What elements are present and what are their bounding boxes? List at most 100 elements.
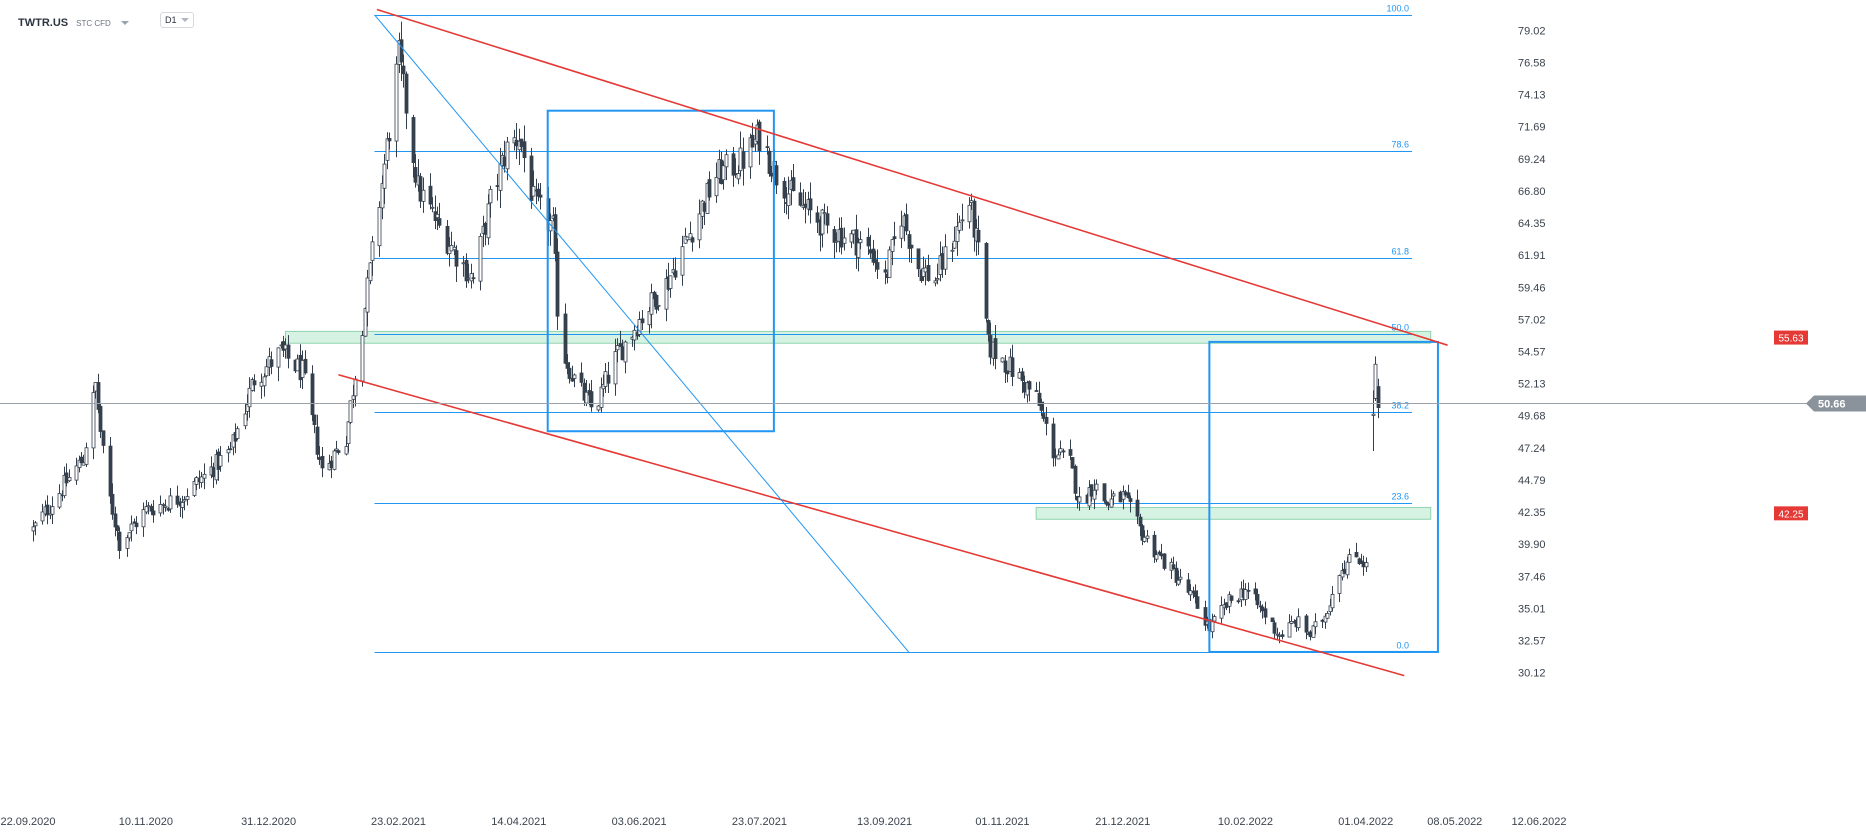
candle-body [1106,503,1111,506]
trendlines[interactable] [338,8,1448,677]
candle-body [269,359,274,367]
candle-body [1263,608,1268,618]
candle-body [724,154,729,168]
candle [163,499,168,512]
candle [976,215,981,256]
candle-body [1354,552,1359,558]
candle-body [680,246,685,276]
candle-body [348,400,353,423]
candle-body [1102,483,1107,502]
range-rectangles[interactable] [546,109,1439,653]
candle-body [346,421,351,445]
candle-body [1005,370,1010,375]
fib-level-label: 38.2 [1391,401,1409,411]
candle-body [1212,616,1217,622]
candle-body [252,380,257,386]
candle [822,203,827,225]
candle-body [488,189,493,204]
candle-body [110,493,115,515]
candle-body [815,212,820,223]
candle [486,194,491,245]
candle-body [413,167,418,183]
fib-level-label: 50.0 [1391,323,1409,333]
candle-body [1145,535,1150,539]
price-tick-label: 54.57 [1518,347,1546,359]
candle-body [1330,594,1335,609]
candle-body [45,504,50,516]
candle-body [370,241,375,261]
candle-body [1323,615,1328,623]
candle [842,227,847,251]
candle-body [1000,357,1005,363]
candle [1337,574,1342,603]
candle-body [113,513,118,528]
candle [1255,589,1260,609]
candle-body [1246,589,1251,592]
candle-body [505,141,510,170]
candle-body [1260,606,1265,612]
candle-body [1118,491,1123,503]
candle-body [1123,491,1128,496]
timeframe-select[interactable]: D1 [160,12,194,28]
candle [555,238,560,331]
candle [820,208,825,248]
candle-body [315,426,320,455]
candle-body [259,381,264,387]
candle [683,227,688,244]
candle [144,500,149,515]
candle-body [606,374,611,384]
candle [798,182,803,207]
candle [589,380,594,412]
candle-body [1178,576,1183,580]
candle-body [430,206,435,209]
upper-trend [376,8,1448,346]
candle [926,254,931,282]
time-axis[interactable]: 22.09.2020 10.11.2020 31.12.2020 23.02.2021… [0,816,1566,828]
candle-body [741,151,746,169]
candle [1005,370,1010,383]
candle-body [1109,498,1114,508]
candle-body [469,273,474,282]
candle [1102,483,1107,503]
candle [943,234,948,276]
candle-body [736,173,741,180]
candle-body [656,304,661,307]
price-tick-label: 76.58 [1518,57,1546,69]
candle [1325,611,1330,619]
candle [1138,513,1143,537]
candle-body [909,244,914,249]
candle [1044,406,1049,436]
candle-body [825,213,830,226]
candle [1000,357,1005,363]
candle [1195,590,1200,609]
price-tick-label: 59.46 [1518,282,1546,294]
candle [1051,417,1056,467]
candle [955,213,960,256]
candle [33,521,38,536]
candle [664,269,669,322]
candle [336,449,341,455]
candle [433,195,438,230]
candle [1010,344,1015,387]
candle-body [1094,483,1099,491]
candle-body [303,358,308,374]
candle [519,138,524,153]
candle-body [243,413,248,427]
candle [312,414,317,434]
price-axis[interactable]: 79.02 76.58 74.13 71.69 69.24 66.80 64.35 61.91… [1518,25,1546,679]
candle-body [295,358,300,372]
candle-body [182,499,187,502]
candle-body [786,193,791,207]
candle-body [555,251,560,317]
candle [334,440,339,452]
candle-body [1287,622,1292,638]
candle-body [498,163,503,191]
instrument-symbol[interactable]: TWTR.US [18,17,69,29]
candle [1041,401,1046,422]
instrument-dropdown-icon[interactable] [120,21,129,25]
fibonacci-retracement[interactable]: 100.0 78.6 61.8 50.0 38.2 23.6 0.0 [374,4,1412,653]
candle-body [454,250,459,267]
price-level-badge-bg [1774,506,1808,521]
candle-body [57,493,62,508]
